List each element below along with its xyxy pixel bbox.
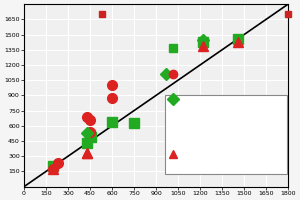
Bar [165, 95, 287, 174]
